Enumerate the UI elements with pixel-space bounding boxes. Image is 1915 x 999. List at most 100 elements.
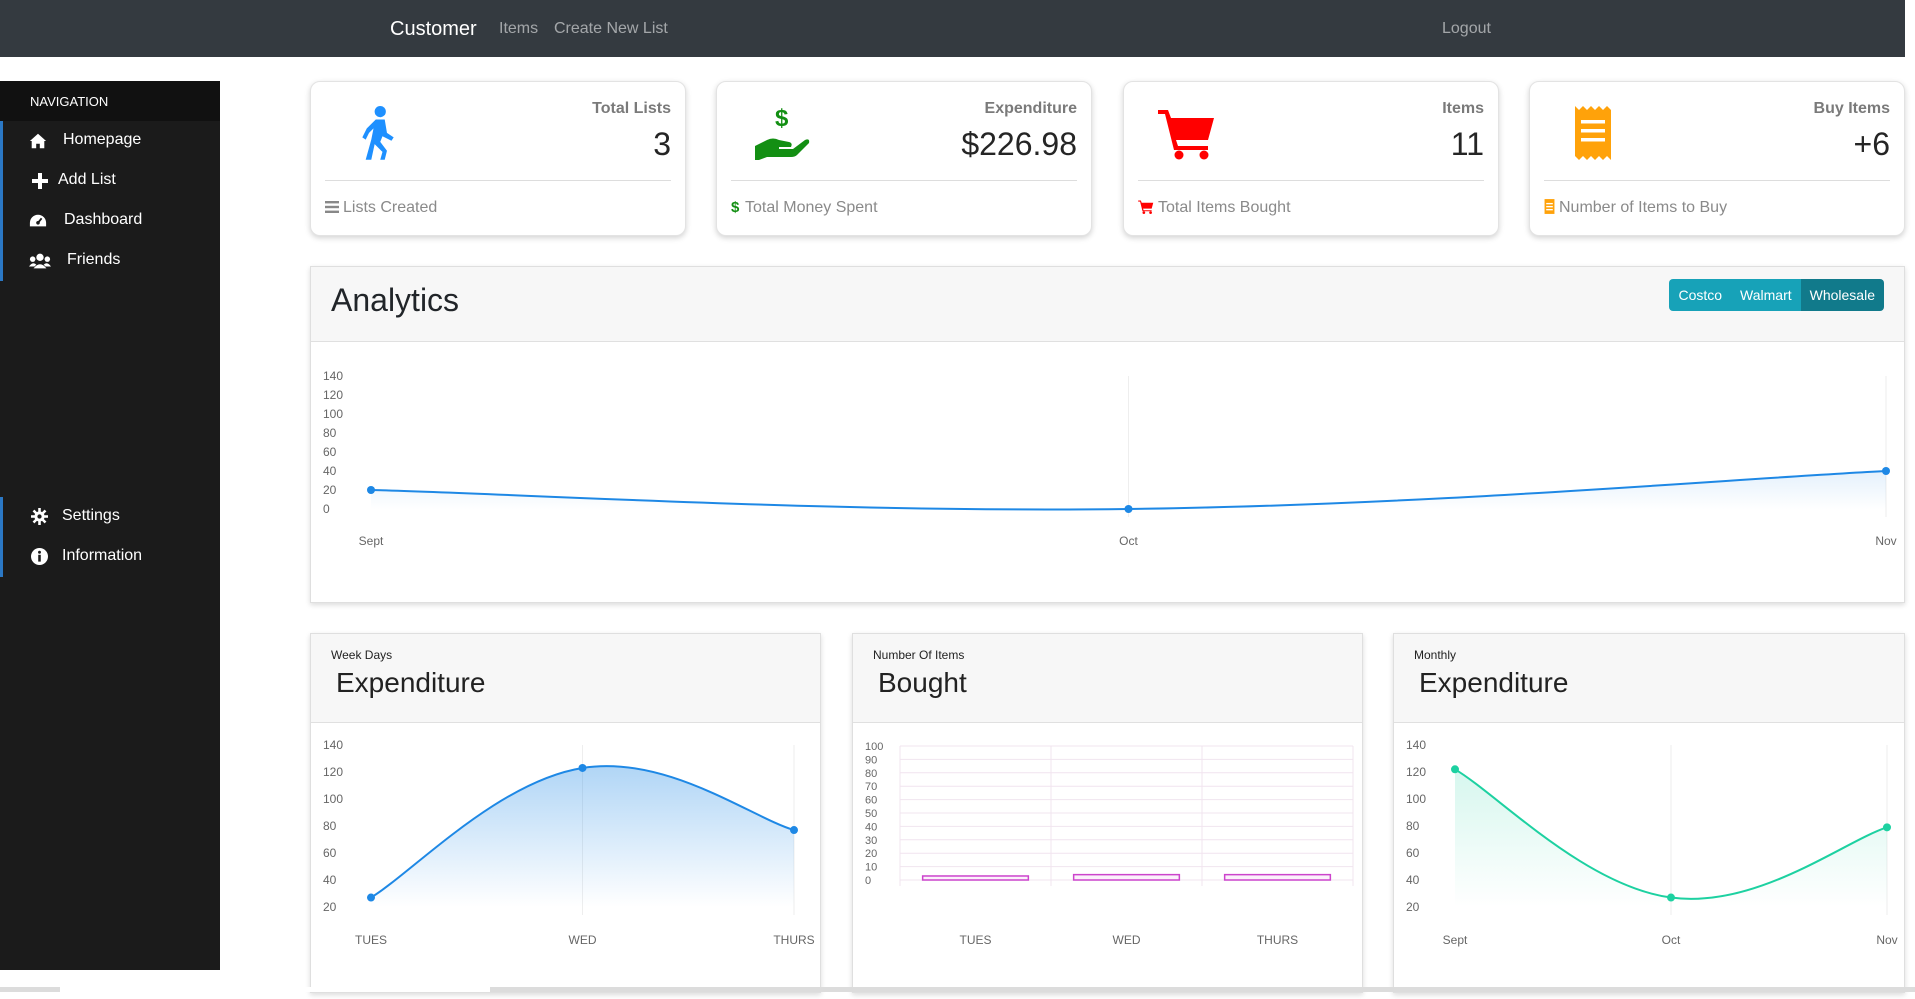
y-tick-label: 140 (323, 369, 343, 383)
card-footer: $ Total Money Spent (731, 199, 878, 217)
horizontal-scrollbar[interactable] (0, 987, 1915, 992)
y-tick-label: 80 (865, 768, 877, 780)
x-tick-label: WED (569, 933, 597, 947)
card-divider (731, 180, 1077, 181)
y-tick-label: 120 (323, 388, 343, 402)
panel-caption: Number Of Items (873, 648, 965, 662)
y-tick-label: 20 (1406, 900, 1420, 914)
card-divider (325, 180, 671, 181)
navbar-brand[interactable]: Customer (390, 18, 477, 40)
y-tick-label: 80 (1406, 819, 1420, 833)
bar (1072, 873, 1181, 881)
y-tick-label: 40 (1406, 873, 1420, 887)
cart-icon (1138, 200, 1154, 214)
x-tick-label: THURS (1257, 933, 1298, 947)
x-tick-label: Nov (1876, 933, 1897, 947)
filter-costco-button[interactable]: Costco (1669, 279, 1732, 311)
x-tick-label: Sept (1443, 933, 1468, 947)
y-tick-label: 120 (1406, 765, 1426, 779)
logout-link[interactable]: Logout (1442, 20, 1491, 37)
card-value: +6 (1853, 126, 1890, 162)
analytics-panel: Analytics Costco Walmart Wholesale 0 20 40… (310, 266, 1905, 603)
top-navbar: Customer Items Create New List Logout (0, 0, 1905, 57)
card-footer-label: Number of Items to Buy (1559, 199, 1728, 216)
sidebar-item-settings[interactable]: Settings (0, 497, 220, 537)
info-icon (31, 548, 48, 565)
card-footer-label: Total Items Bought (1158, 199, 1291, 216)
data-point (1124, 505, 1133, 513)
x-tick-label: Oct (1119, 534, 1138, 548)
sidebar-heading: NAVIGATION (0, 81, 220, 121)
y-tick-label: 0 (323, 502, 330, 516)
stat-card-buy-items: Buy Items +6 Number of Items to Buy (1529, 81, 1905, 236)
y-tick-label: 40 (323, 873, 337, 887)
x-tick-label: TUES (959, 933, 991, 947)
nav-link-items[interactable]: Items (499, 20, 539, 37)
analytics-line-chart: 0 20 40 60 80 100 120 140 Sept Oct Nov (323, 369, 1897, 548)
y-tick-label: 100 (323, 792, 343, 806)
analytics-title: Analytics (331, 282, 460, 318)
card-footer-label: Total Money Spent (745, 199, 878, 216)
sidebar-item-friends[interactable]: Friends (0, 241, 220, 281)
gear-icon (31, 508, 48, 525)
card-value: 11 (1450, 126, 1484, 162)
y-tick-label: 40 (865, 821, 877, 833)
y-tick-label: 100 (865, 741, 883, 753)
x-tick-label: Oct (1662, 933, 1681, 947)
sidebar-item-label: Homepage (63, 131, 142, 148)
plus-icon (32, 173, 48, 189)
card-value: $226.98 (961, 126, 1077, 162)
dashboard-icon (29, 214, 47, 227)
y-tick-label: 80 (323, 426, 337, 440)
data-point (1882, 467, 1890, 475)
panel-caption: Monthly (1414, 648, 1457, 662)
monthly-expenditure-panel: Monthly Expenditure 20 40 60 80 100 120 140 Sep… (1393, 633, 1905, 993)
filter-walmart-button[interactable]: Walmart (1731, 279, 1801, 311)
items-bought-panel: Number Of Items Bought 0 10 20 30 40 50 60 70 80… (852, 633, 1363, 993)
sidebar-item-label: Add List (58, 171, 116, 188)
weekday-expenditure-chart: 20 40 60 80 100 120 140 TUES WED THURS (323, 738, 815, 947)
scrollbar-thumb[interactable] (60, 987, 490, 992)
stat-card-items: Items 11 Total Items Bought (1123, 81, 1499, 236)
bar (1223, 873, 1332, 881)
y-tick-label: 120 (323, 765, 343, 779)
nav-link-create-new-list[interactable]: Create New List (554, 20, 668, 37)
sidebar-item-add-list[interactable]: Add List (0, 161, 220, 201)
y-tick-label: 60 (323, 846, 337, 860)
data-point (790, 826, 798, 835)
card-title: Buy Items (1813, 100, 1890, 117)
series-area (1455, 769, 1887, 907)
panel-header: Week Days Expenditure (311, 634, 820, 723)
filter-wholesale-button[interactable]: Wholesale (1800, 279, 1884, 311)
y-tick-label: 140 (323, 738, 343, 752)
sidebar-item-homepage[interactable]: Homepage (0, 121, 220, 161)
y-tick-label: 100 (1406, 792, 1426, 806)
data-point (1451, 765, 1459, 774)
sidebar-item-information[interactable]: Information (0, 537, 220, 577)
y-tick-label: 20 (323, 483, 337, 497)
sidebar-item-dashboard[interactable]: Dashboard (0, 201, 220, 241)
x-tick-label: THURS (773, 933, 814, 947)
card-title: Total Lists (592, 100, 671, 117)
card-divider (1544, 180, 1890, 181)
y-tick-label: 50 (865, 808, 877, 820)
panel-header: Number Of Items Bought (853, 634, 1362, 723)
series-area (371, 766, 794, 907)
panel-caption: Week Days (331, 648, 393, 662)
y-tick-label: 80 (323, 819, 337, 833)
data-point (1667, 893, 1675, 902)
sidebar-item-label: Dashboard (64, 211, 143, 228)
y-tick-label: 20 (323, 900, 337, 914)
panel-title: Bought (878, 667, 967, 698)
bars-icon (325, 201, 339, 213)
y-tick-label: 60 (865, 795, 877, 807)
panel-title: Expenditure (336, 667, 486, 698)
card-footer: Total Items Bought (1138, 199, 1291, 217)
y-tick-label: 60 (1406, 846, 1420, 860)
y-tick-label: 90 (865, 754, 877, 766)
panel-header: Monthly Expenditure (1394, 634, 1904, 723)
card-value: 3 (653, 126, 671, 162)
card-title: Items (1442, 100, 1484, 117)
x-tick-label: TUES (355, 933, 387, 947)
